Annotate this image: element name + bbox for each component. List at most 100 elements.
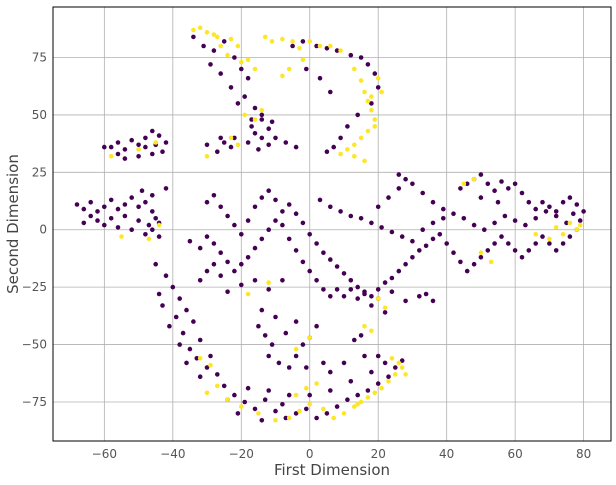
data-point (115, 151, 121, 157)
scatter-points (74, 25, 586, 423)
data-point (235, 43, 241, 49)
data-point (328, 294, 333, 299)
grid (53, 7, 611, 441)
data-point (293, 144, 299, 150)
data-point (495, 199, 501, 205)
data-point (574, 202, 580, 207)
data-point (451, 250, 456, 255)
data-point (464, 268, 470, 274)
data-point (334, 48, 340, 53)
data-point (334, 287, 340, 292)
data-point (146, 236, 152, 242)
data-point (173, 314, 179, 320)
data-point (146, 222, 152, 228)
data-point (293, 211, 299, 216)
data-point (197, 278, 203, 283)
data-point (204, 365, 210, 370)
data-point (379, 385, 384, 391)
data-point (430, 199, 436, 205)
data-point (321, 287, 326, 292)
data-point (338, 151, 343, 157)
data-point (386, 379, 391, 384)
data-point (399, 234, 405, 239)
data-point (506, 241, 511, 246)
data-point (239, 66, 244, 72)
data-point (187, 238, 193, 244)
data-point (519, 254, 525, 260)
data-point (485, 181, 491, 187)
data-point (242, 399, 247, 405)
data-point (314, 43, 319, 49)
data-point (430, 298, 436, 304)
data-point (393, 372, 398, 377)
data-point (300, 259, 306, 265)
data-point (204, 142, 210, 148)
data-point (334, 404, 340, 409)
data-point (280, 402, 285, 407)
data-point (293, 353, 299, 359)
data-point (286, 415, 292, 421)
x-tick-label: 80 (576, 447, 591, 461)
data-point (180, 330, 186, 336)
data-point (259, 195, 265, 200)
data-point (256, 411, 261, 416)
y-tick-labels: −75 −50 −25 0 25 50 75 (22, 51, 47, 409)
data-point (286, 236, 292, 242)
data-point (352, 404, 357, 409)
data-point (293, 248, 299, 253)
data-point (365, 98, 371, 104)
data-point (136, 218, 141, 223)
data-point (352, 337, 357, 343)
data-point (547, 241, 552, 246)
data-point (204, 154, 210, 159)
data-point (108, 144, 114, 150)
data-point (369, 303, 374, 308)
data-point (102, 144, 107, 150)
data-point (365, 395, 371, 400)
data-point (352, 66, 357, 72)
data-point (441, 216, 446, 221)
data-point (386, 195, 391, 200)
data-point (348, 287, 354, 292)
data-point (286, 66, 292, 72)
data-point (403, 176, 408, 182)
data-point (286, 202, 292, 207)
data-point (307, 335, 313, 341)
data-point (410, 238, 415, 244)
data-point (184, 360, 189, 366)
data-point (365, 62, 371, 67)
data-point (228, 135, 234, 141)
data-point (259, 108, 265, 113)
data-point (341, 271, 347, 276)
data-point (571, 211, 576, 216)
data-point (324, 46, 330, 51)
data-point (280, 222, 285, 228)
data-point (225, 259, 230, 265)
data-point (81, 220, 87, 226)
data-point (341, 411, 347, 416)
data-point (482, 227, 487, 232)
data-point (232, 268, 237, 274)
data-point (204, 390, 210, 396)
data-point (362, 291, 367, 297)
data-point (136, 147, 141, 152)
data-point (358, 333, 364, 338)
data-point (328, 43, 333, 49)
data-point (252, 105, 258, 111)
data-point (430, 236, 436, 242)
data-point (225, 52, 230, 58)
data-point (417, 294, 422, 299)
data-point (369, 294, 374, 299)
data-point (150, 151, 155, 157)
data-point (266, 142, 272, 148)
data-point (252, 131, 258, 136)
data-point (338, 48, 343, 53)
data-point (269, 342, 275, 347)
data-point (115, 206, 121, 212)
data-point (321, 360, 326, 366)
data-point (464, 181, 470, 187)
data-point (119, 234, 124, 239)
data-point (328, 204, 333, 210)
data-point (492, 188, 497, 193)
